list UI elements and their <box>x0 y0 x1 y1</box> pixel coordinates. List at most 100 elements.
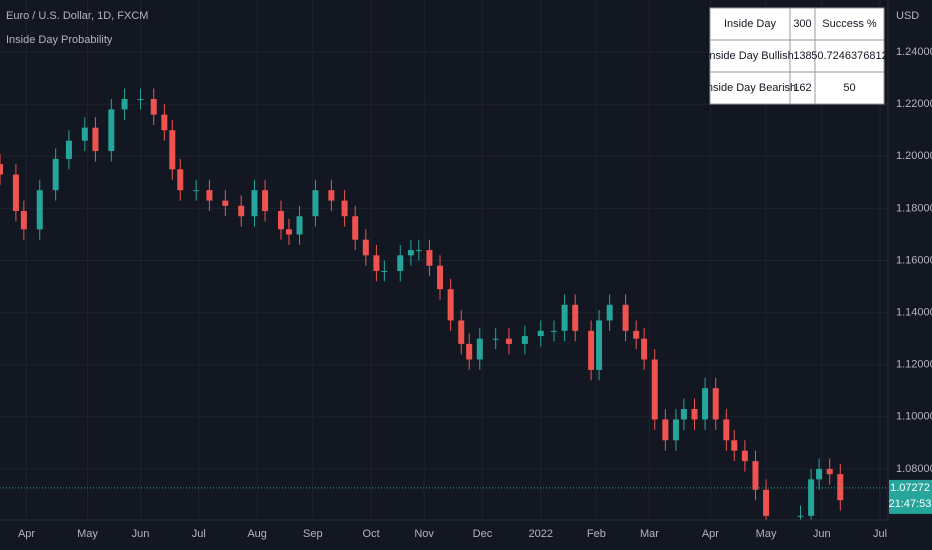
x-tick-label: Oct <box>363 528 380 540</box>
x-tick-label: May <box>756 528 777 540</box>
candle-body <box>238 205 245 217</box>
candle-body <box>492 338 499 340</box>
y-tick-label: 1.20000 <box>896 150 932 162</box>
y-tick-label: 1.22000 <box>896 98 932 110</box>
candle-body <box>752 461 759 490</box>
candle-body <box>81 127 88 141</box>
candle-body <box>169 130 176 170</box>
x-tick-label: Aug <box>247 528 267 540</box>
candle-body <box>108 109 115 152</box>
candle-body <box>702 388 709 420</box>
candle-body <box>596 320 603 370</box>
y-tick-label: 1.14000 <box>896 307 932 319</box>
x-tick-label: Jun <box>813 528 831 540</box>
currency: USD <box>896 10 919 22</box>
candle-body <box>672 419 679 441</box>
candle-body <box>352 216 359 240</box>
x-tick-label: Apr <box>18 528 35 540</box>
candle-body <box>177 169 184 191</box>
candle-body <box>381 270 388 272</box>
candle-body <box>121 98 128 110</box>
x-tick-label: Nov <box>414 528 434 540</box>
candle-body <box>36 190 43 230</box>
stats-table: Inside Day 300 Success % Inside Day Bull… <box>704 7 888 105</box>
candle-body <box>328 190 335 201</box>
candle-body <box>447 289 454 321</box>
candle-body <box>341 200 348 217</box>
candle-body <box>373 255 380 271</box>
x-tick-label: Jul <box>873 528 887 540</box>
candle-body <box>415 250 422 252</box>
candle-body <box>572 304 579 331</box>
candle-body <box>561 304 568 331</box>
candle-body <box>312 190 319 217</box>
x-tick-label: Sep <box>303 528 323 540</box>
x-tick-label: Jun <box>132 528 150 540</box>
candle-body <box>150 98 157 115</box>
candle-body <box>458 320 465 344</box>
candle-body <box>407 250 414 256</box>
y-tick-label: 1.24000 <box>896 46 932 58</box>
y-tick-label: 1.12000 <box>896 359 932 371</box>
candle-body <box>606 304 613 321</box>
table-cell: 50.7246376812 <box>811 50 887 62</box>
x-tick-label: May <box>77 528 98 540</box>
candles <box>0 88 844 520</box>
candle-body <box>161 114 168 131</box>
candle-body <box>551 330 558 332</box>
x-tick-label: 2022 <box>529 528 553 540</box>
candle-body <box>137 98 144 100</box>
last-price-box <box>889 479 932 514</box>
chart-title: Euro / U.S. Dollar, 1D, FXCM <box>6 10 148 22</box>
grid <box>0 0 888 520</box>
axes: 1.08000 1.10000 1.12000 1.14000 1.16000 1.180… <box>18 46 932 540</box>
candle-body <box>65 140 72 159</box>
candle-body <box>12 174 19 212</box>
countdown: 21:47:53 <box>889 498 932 510</box>
candle-body <box>731 440 738 451</box>
candle-body <box>277 211 284 230</box>
table-cell: 138 <box>793 50 811 62</box>
candle-body <box>296 216 303 235</box>
y-tick-label: 1.08000 <box>896 463 932 475</box>
table-header: 300 <box>793 18 811 30</box>
candle-body <box>222 200 229 206</box>
candle-body <box>397 255 404 271</box>
candle-body <box>680 409 687 420</box>
candle-body <box>52 158 59 191</box>
candle-body <box>816 468 823 480</box>
candle-body <box>763 489 770 516</box>
x-tick-label: Mar <box>640 528 659 540</box>
table-cell: Inside Day Bearish <box>704 82 796 94</box>
table-bg <box>709 7 885 105</box>
candle-body <box>837 474 844 501</box>
candle-body <box>437 265 444 290</box>
table-header: Inside Day <box>724 18 776 30</box>
candle-body <box>362 239 369 256</box>
candle-body <box>426 250 433 266</box>
x-tick-label: Apr <box>702 528 719 540</box>
table-cell: 162 <box>793 82 811 94</box>
candle-body <box>476 338 483 360</box>
candle-body <box>691 409 698 420</box>
candle-body <box>588 330 595 370</box>
candle-body <box>92 127 99 152</box>
candle-body <box>633 330 640 339</box>
candle-body <box>466 343 473 360</box>
candle-body <box>741 450 748 462</box>
candle-body <box>521 336 528 344</box>
candle-body <box>262 190 269 212</box>
last-price-label: 1.07272 <box>890 482 930 494</box>
candle-body <box>537 330 544 337</box>
candle-body <box>285 229 292 235</box>
table-cell: 50 <box>843 82 855 94</box>
candle-body <box>662 419 669 441</box>
candle-body <box>622 304 629 331</box>
candle-body <box>505 338 512 344</box>
x-tick-label: Feb <box>587 528 606 540</box>
candle-body <box>206 190 213 201</box>
indicator-name: Inside Day Probability <box>6 34 113 46</box>
table-cell: Inside Day Bullish <box>706 50 793 62</box>
